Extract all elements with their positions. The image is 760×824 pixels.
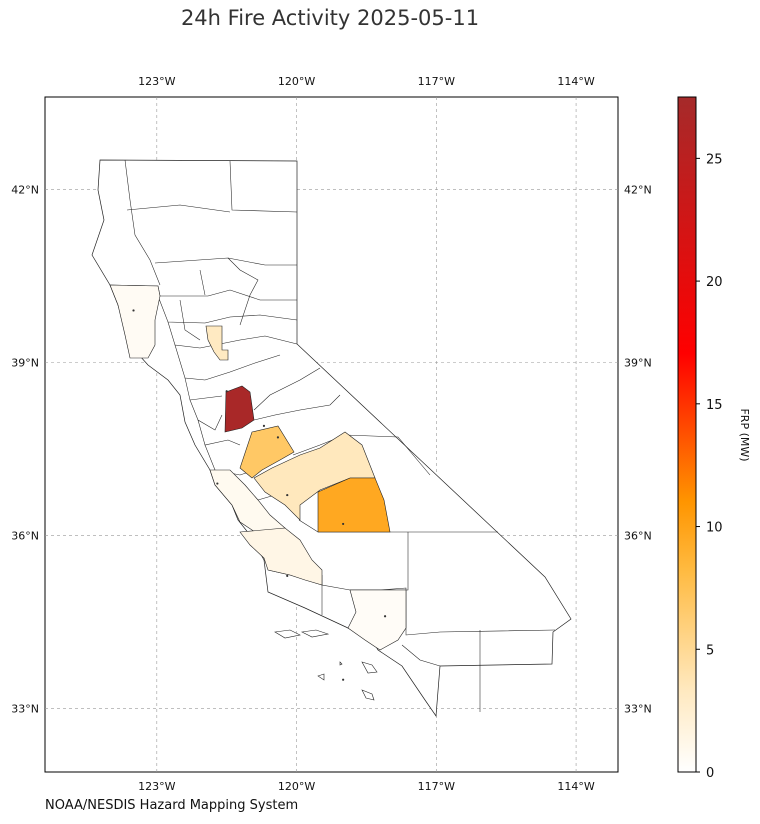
source-credit: NOAA/NESDIS Hazard Mapping System [45,798,299,813]
lat-tick-right: 33°N [624,703,652,716]
lon-tick-bottom: 120°W [278,780,315,793]
fire-detection-point [342,522,345,526]
lon-tick-bottom: 123°W [138,780,175,793]
axis-ticks: 123°W 123°W 120°W 120°W 117°W 117°W 114°W 114°W… [11,75,651,793]
colorbar: 0 5 10 15 20 25 FRP (MW) [677,96,751,781]
colorbar-tick-label: 25 [706,152,723,167]
lat-tick-left: 39°N [11,356,39,369]
colorbar-tick-label: 0 [706,766,714,781]
fire-detection-point [286,574,289,577]
lat-tick-left: 36°N [11,529,39,542]
lat-tick-left: 42°N [11,183,39,196]
fire-detection-point [342,678,345,681]
fire-detection-point [132,309,135,312]
fire-counties [109,284,407,651]
lon-tick-top: 114°W [557,75,594,88]
county-san-luis-obispo [239,527,323,586]
county-stanislaus [239,425,295,479]
fire-detection-point [383,615,387,618]
county-los-angeles [347,589,407,651]
lat-tick-right: 42°N [624,183,652,196]
lat-tick-right: 36°N [624,529,652,542]
colorbar-gradient [677,96,697,773]
fire-detections [132,309,387,681]
lon-tick-bottom: 117°W [418,780,455,793]
lon-tick-top: 123°W [138,75,175,88]
fire-detection-point [225,390,228,393]
fire-detection-point [216,482,219,485]
colorbar-tick-label: 20 [706,275,723,290]
lon-tick-top: 117°W [418,75,455,88]
fire-detection-point [286,493,289,497]
county-sacramento [224,385,255,433]
colorbar-tick-label: 10 [706,521,723,536]
lat-tick-right: 39°N [624,356,652,369]
colorbar-label: FRP (MW) [738,408,751,461]
lat-tick-left: 33°N [11,703,39,716]
county-yuba [205,325,229,361]
fire-detection-point [262,424,266,427]
map-title: 24h Fire Activity 2025-05-11 [180,6,480,30]
lon-tick-top: 120°W [278,75,315,88]
county-tulare [317,477,391,533]
fire-detection-point [276,436,280,439]
lon-tick-bottom: 114°W [557,780,594,793]
colorbar-tick-label: 5 [706,643,714,658]
county-mendocino [109,284,161,359]
colorbar-tick-label: 15 [706,398,723,413]
